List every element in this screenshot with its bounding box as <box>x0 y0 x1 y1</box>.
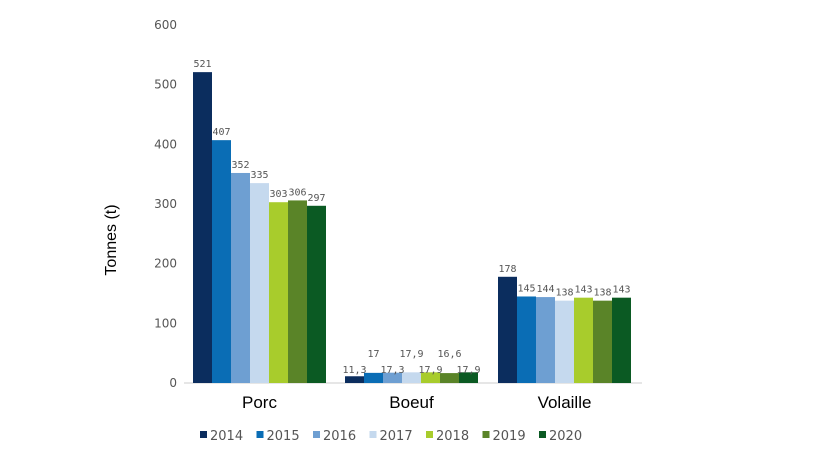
legend-swatch <box>482 431 490 438</box>
legend-swatch <box>200 431 207 438</box>
y-axis-label: Tonnes (t) <box>103 204 120 275</box>
bar-volaille-2018 <box>574 297 593 383</box>
y-tick-label: 400 <box>154 137 177 151</box>
y-tick-label: 100 <box>154 316 177 330</box>
legend-label: 2016 <box>323 429 356 444</box>
legend-item-2017: 2017 <box>369 429 413 444</box>
bar-boeuf-2014 <box>345 376 364 383</box>
y-tick-label: 200 <box>154 257 177 271</box>
bar-boeuf-2016 <box>383 372 402 383</box>
legend-label: 2019 <box>493 429 526 444</box>
y-tick-label: 600 <box>154 18 177 32</box>
category-label: Volaille <box>538 393 592 412</box>
data-label: 297 <box>307 193 325 204</box>
legend-swatch <box>313 431 320 438</box>
data-label: 303 <box>269 189 287 200</box>
bar-boeuf-2019 <box>440 373 459 383</box>
data-label: 16,6 <box>437 349 461 360</box>
legend-label: 2015 <box>267 429 300 444</box>
bar-porc-2019 <box>288 200 307 383</box>
bar-porc-2020 <box>307 205 326 383</box>
category-label: Porc <box>242 393 277 412</box>
data-label: 521 <box>193 59 211 70</box>
legend-item-2016: 2016 <box>313 429 356 444</box>
data-label: 17,3 <box>380 365 404 376</box>
bar-volaille-2017 <box>555 300 574 383</box>
legend-swatch <box>426 431 433 438</box>
bar-boeuf-2018 <box>421 372 440 383</box>
bar-porc-2014 <box>193 72 212 384</box>
data-label: 17,9 <box>399 349 423 360</box>
y-tick-label: 500 <box>154 78 177 92</box>
data-label: 335 <box>250 170 268 181</box>
bar-porc-2017 <box>250 183 269 383</box>
bar-porc-2016 <box>231 172 250 383</box>
legend-label: 2017 <box>380 429 413 444</box>
legend-item-2019: 2019 <box>482 429 526 444</box>
bar-volaille-2019 <box>593 300 612 383</box>
legend-label: 2014 <box>210 429 243 444</box>
data-label: 352 <box>231 160 249 171</box>
data-label: 11,3 <box>342 365 366 376</box>
legend-item-2018: 2018 <box>426 429 469 444</box>
data-label: 138 <box>593 288 611 299</box>
category-label: Boeuf <box>389 393 434 412</box>
data-label: 144 <box>536 284 554 295</box>
bar-boeuf-2015 <box>364 372 383 383</box>
data-label: 17,9 <box>456 365 480 376</box>
bar-boeuf-2017 <box>402 372 421 383</box>
legend-item-2014: 2014 <box>200 429 243 444</box>
legend-item-2015: 2015 <box>256 429 300 444</box>
data-label: 138 <box>555 288 573 299</box>
legend-label: 2020 <box>549 429 582 444</box>
data-label: 407 <box>212 127 230 138</box>
data-label: 143 <box>574 285 592 296</box>
data-label: 178 <box>498 264 516 275</box>
legend-swatch <box>256 431 264 438</box>
bar-porc-2015 <box>212 140 231 383</box>
data-label: 145 <box>517 283 535 294</box>
data-label: 17,9 <box>418 365 442 376</box>
legend-swatch <box>369 431 377 438</box>
bar-volaille-2020 <box>612 297 631 383</box>
legend-item-2020: 2020 <box>539 429 582 444</box>
bar-volaille-2016 <box>536 297 555 383</box>
legend-label: 2018 <box>436 429 469 444</box>
bar-volaille-2014 <box>498 276 517 383</box>
data-label: 143 <box>612 285 630 296</box>
y-tick-label: 300 <box>154 197 177 211</box>
bar-boeuf-2020 <box>459 372 478 383</box>
data-label: 17 <box>367 349 379 360</box>
data-label: 306 <box>288 187 306 198</box>
y-tick-label: 0 <box>169 376 177 390</box>
legend-swatch <box>539 431 546 438</box>
bar-porc-2018 <box>269 202 288 383</box>
bar-volaille-2015 <box>517 296 536 383</box>
